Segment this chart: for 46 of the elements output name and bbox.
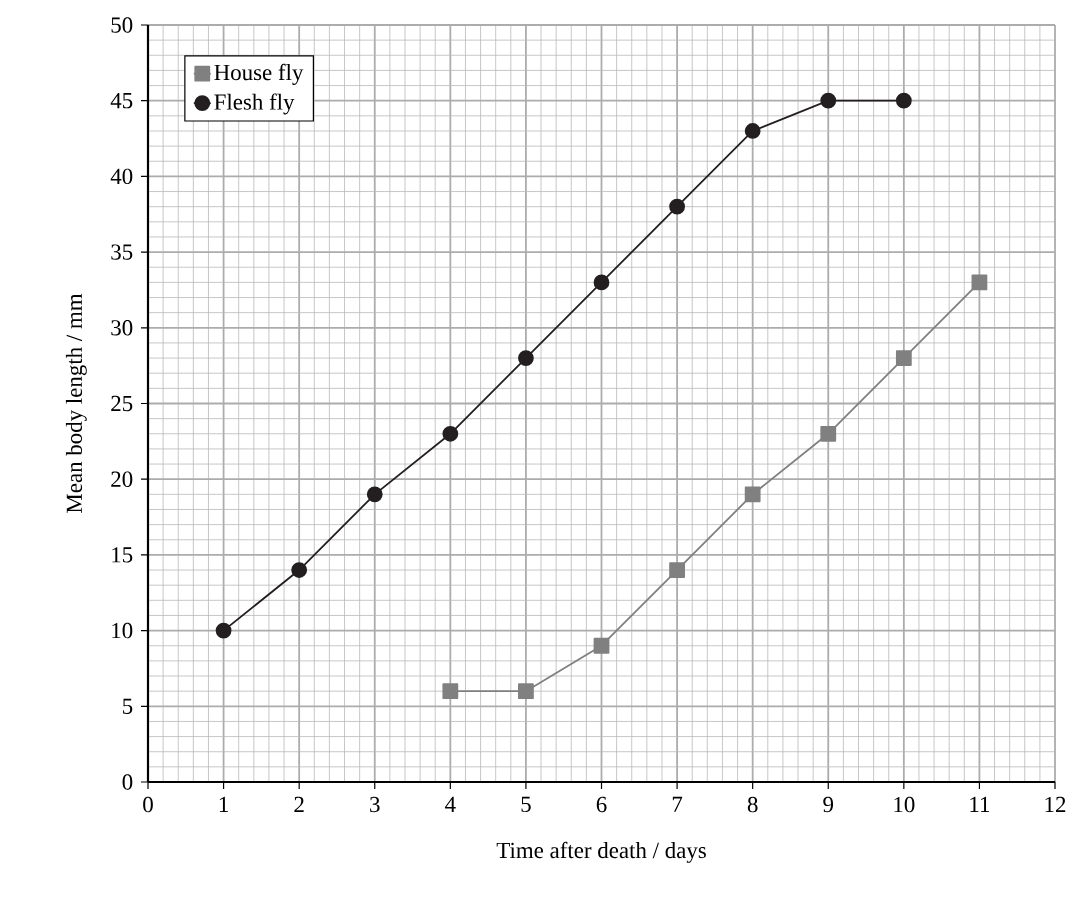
x-tick-label: 8: [747, 796, 758, 813]
point: [442, 683, 459, 700]
x-axis-title: Time after death / days: [496, 841, 706, 863]
point: [744, 486, 761, 503]
x-tick-label: 2: [294, 796, 304, 813]
point: [820, 425, 837, 442]
y-tick-label: 30: [111, 320, 133, 336]
x-tick-label: 7: [672, 796, 683, 812]
y-tick-label: 5: [123, 698, 133, 714]
point: [820, 92, 837, 109]
x-tick-label: 6: [596, 796, 607, 813]
x-tick-label: 1: [219, 796, 228, 812]
point: [593, 637, 610, 654]
point: [895, 92, 912, 109]
y-tick-label: 10: [112, 622, 133, 639]
x-tick-label: 3: [370, 796, 380, 813]
y-tick-label: 50: [111, 17, 133, 33]
point: [518, 350, 534, 366]
x-tick-label: 4: [445, 796, 456, 812]
point: [744, 123, 761, 139]
y-tick-label: 45: [110, 93, 133, 109]
y-tick-label: 25: [111, 395, 133, 412]
point: [669, 198, 685, 215]
point: [669, 562, 685, 578]
y-tick-label: 20: [111, 471, 133, 487]
x-tick-label: 0: [143, 796, 153, 813]
x-tick-label: 10: [894, 796, 915, 813]
y-axis-title: Mean body length / mm: [65, 293, 87, 513]
point: [971, 274, 988, 291]
y-tick-label: 15: [112, 547, 133, 563]
point: [215, 622, 232, 639]
point: [291, 562, 308, 578]
y-tick-label: 35: [111, 244, 133, 260]
x-tick-label: 12: [1045, 796, 1066, 813]
legend-label: House fly: [214, 63, 304, 85]
x-tick-label: 5: [521, 796, 531, 813]
y-tick-label: 40: [110, 168, 133, 185]
point: [442, 425, 459, 442]
point: [593, 274, 610, 291]
point: [518, 683, 534, 700]
legend-label: Flesh fly: [214, 93, 295, 115]
x-tick-label: 9: [823, 796, 834, 813]
y-tick-label: 0: [122, 774, 133, 790]
point: [366, 486, 383, 503]
point: [895, 350, 912, 366]
x-tick-label: 11: [970, 796, 990, 812]
